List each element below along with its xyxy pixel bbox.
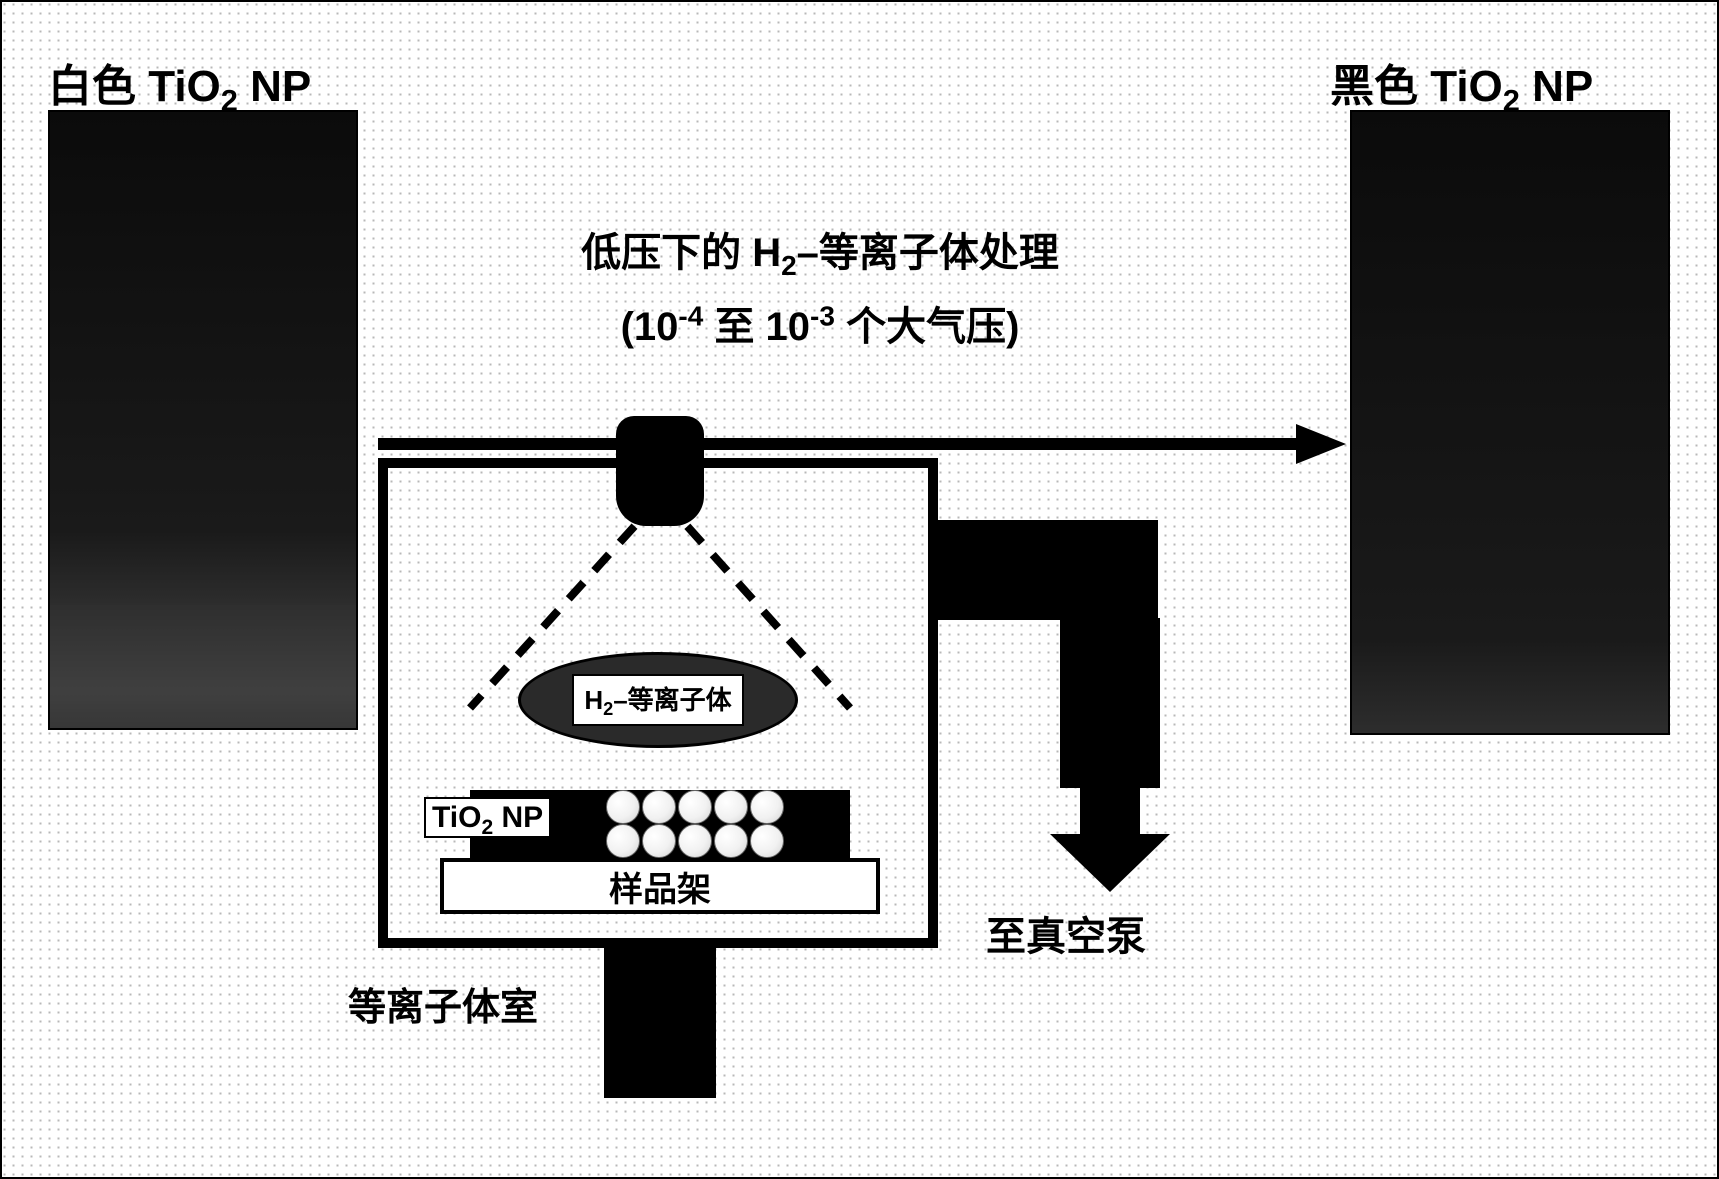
left-panel-body: [50, 112, 356, 605]
np-ball: [642, 790, 676, 824]
np-ball: [750, 790, 784, 824]
tio2-np-tag-suffix: NP: [493, 801, 543, 834]
plasma-region-label: H2–等离子体: [572, 674, 743, 726]
vacuum-pump-label: 至真空泵: [986, 904, 1146, 962]
proc-l2-c: 至 10: [703, 305, 810, 349]
proc-l2-b: -4: [678, 301, 703, 332]
np-ball: [678, 790, 712, 824]
nanoparticle-stack: [606, 790, 806, 860]
sample-holder: 样品架: [440, 858, 880, 914]
left-panel-white-tio2: [48, 110, 358, 730]
chamber-label: 等离子体室: [348, 976, 538, 1031]
to-vacuum-pump-arrow: [1030, 788, 1190, 898]
np-ball: [606, 824, 640, 858]
proc-l2-e: 个大气压): [835, 305, 1019, 349]
process-description: 低压下的 H2–等离子体处理 (10-4 至 10-3 个大气压): [470, 220, 1170, 352]
np-ball: [714, 824, 748, 858]
np-ball: [606, 790, 640, 824]
proc-l1-c: –等离子体处理: [797, 231, 1059, 275]
tio2-np-tag-in-chamber: TiO2 NP: [416, 798, 559, 843]
chamber-label-text: 等离子体室: [348, 987, 538, 1029]
right-panel-title: 黑色 TiO2 NP: [1330, 50, 1593, 119]
vacuum-pipe-horizontal: [938, 520, 1158, 620]
proc-l2-a: (10: [621, 305, 679, 349]
plasma-region: H2–等离子体: [518, 652, 798, 748]
right-title-formula: TiO2 NP: [1430, 62, 1593, 111]
np-ball: [714, 790, 748, 824]
right-title-prefix: 黑色: [1330, 62, 1430, 111]
np-ball: [678, 824, 712, 858]
proc-l1-b: H2: [752, 231, 796, 275]
process-line2: (10-4 至 10-3 个大气压): [470, 294, 1170, 352]
vacuum-pipe-vertical: [1060, 618, 1160, 788]
proc-l1-a: 低压下的: [581, 231, 752, 275]
sample-holder-label: 样品架: [609, 862, 711, 911]
process-line1: 低压下的 H2–等离子体处理: [470, 220, 1170, 282]
left-title-formula: TiO2 NP: [148, 62, 311, 111]
plasma-region-label-suffix: –等离子体: [613, 685, 731, 715]
left-panel-title: 白色 TiO2 NP: [48, 50, 311, 119]
np-ball: [750, 824, 784, 858]
right-panel-black-tio2: [1350, 110, 1670, 735]
vacuum-pump-label-text: 至真空泵: [986, 915, 1146, 959]
left-panel-bottom: [50, 605, 356, 728]
np-ball: [642, 824, 676, 858]
left-title-prefix: 白色: [48, 62, 148, 111]
chamber-bottom-stem: [604, 948, 716, 1098]
proc-l2-d: -3: [810, 301, 835, 332]
right-panel-body: [1352, 112, 1668, 733]
